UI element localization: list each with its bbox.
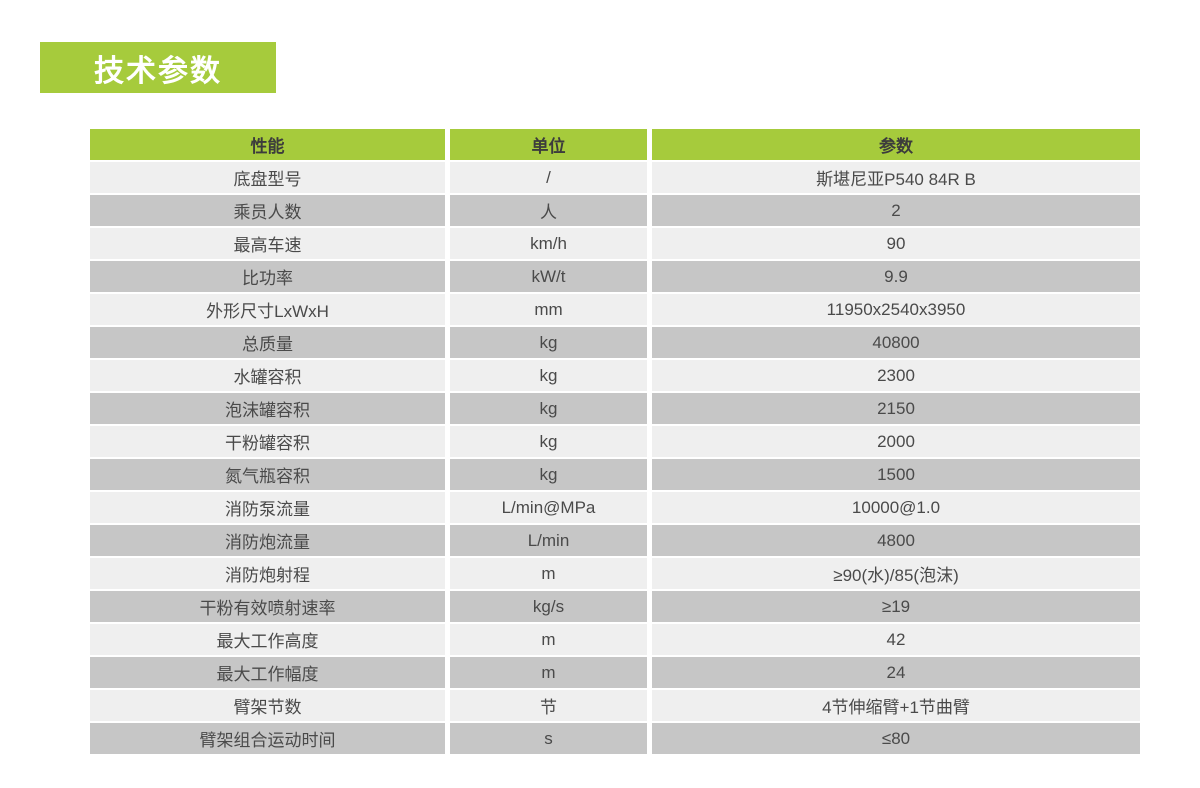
unit-cell: mm (450, 294, 647, 325)
value-cell: 42 (652, 624, 1140, 655)
property-cell: 最高车速 (90, 228, 445, 259)
property-cell: 底盘型号 (90, 162, 445, 193)
table-row: 臂架节数节 4节伸缩臂+1节曲臂 (90, 690, 1140, 721)
property-cell: 比功率 (90, 261, 445, 292)
table-row: 消防炮流量 L/min 4800 (90, 525, 1140, 556)
property-cell: 水罐容积 (90, 360, 445, 391)
table-row: 臂架组合运动时间 s ≤80 (90, 723, 1140, 754)
property-cell: 最大工作高度 (90, 624, 445, 655)
value-cell: ≥90(水)/85(泡沫) (652, 558, 1140, 589)
table-row: 消防炮射程 m ≥90(水)/85(泡沫) (90, 558, 1140, 589)
table-row: 乘员人数人 2 (90, 195, 1140, 226)
table-row: 水罐容积 kg 2300 (90, 360, 1140, 391)
unit-cell: / (450, 162, 647, 193)
value-cell: 斯堪尼亚P540 84R B (652, 162, 1140, 193)
spec-table-head: 性能 单位 参数 (90, 129, 1140, 160)
table-row: 总质量 kg 40800 (90, 327, 1140, 358)
value-cell: 24 (652, 657, 1140, 688)
table-row: 比功率 kW/t 9.9 (90, 261, 1140, 292)
property-cell: 总质量 (90, 327, 445, 358)
unit-cell: s (450, 723, 647, 754)
unit-cell: kg (450, 393, 647, 424)
column-header-unit: 单位 (450, 129, 647, 160)
table-row: 外形尺寸LxWxH mm 11950x2540x3950 (90, 294, 1140, 325)
property-cell: 乘员人数 (90, 195, 445, 226)
value-cell: 11950x2540x3950 (652, 294, 1140, 325)
value-cell: ≤80 (652, 723, 1140, 754)
value-cell: 4800 (652, 525, 1140, 556)
unit-cell: m (450, 624, 647, 655)
table-row: 泡沫罐容积 kg 2150 (90, 393, 1140, 424)
property-cell: 消防泵流量 (90, 492, 445, 523)
table-row: 消防泵流量 L/min@MPa 10000@1.0 (90, 492, 1140, 523)
value-cell: 9.9 (652, 261, 1140, 292)
value-cell: 40800 (652, 327, 1140, 358)
unit-cell: 人 (450, 195, 647, 226)
unit-cell: kg (450, 360, 647, 391)
value-cell: ≥19 (652, 591, 1140, 622)
value-cell: 2300 (652, 360, 1140, 391)
section-title: 技术参数 (94, 54, 222, 88)
value-cell: 2 (652, 195, 1140, 226)
spec-table: 性能 单位 参数 底盘型号 / 斯堪尼亚P540 84R B 乘员人数人 2 最高车速 km… (85, 127, 1145, 756)
table-row: 最高车速 km/h 90 (90, 228, 1140, 259)
unit-cell: m (450, 558, 647, 589)
property-cell: 干粉罐容积 (90, 426, 445, 457)
property-cell: 干粉有效喷射速率 (90, 591, 445, 622)
unit-cell: kg/s (450, 591, 647, 622)
spec-table-container: 性能 单位 参数 底盘型号 / 斯堪尼亚P540 84R B 乘员人数人 2 最高车速 km… (85, 127, 1145, 756)
value-cell: 4节伸缩臂+1节曲臂 (652, 690, 1140, 721)
unit-cell: m (450, 657, 647, 688)
property-cell: 消防炮流量 (90, 525, 445, 556)
property-cell: 臂架组合运动时间 (90, 723, 445, 754)
property-cell: 氮气瓶容积 (90, 459, 445, 490)
value-cell: 10000@1.0 (652, 492, 1140, 523)
property-cell: 最大工作幅度 (90, 657, 445, 688)
table-row: 底盘型号 / 斯堪尼亚P540 84R B (90, 162, 1140, 193)
unit-cell: kg (450, 327, 647, 358)
section-title-badge: 技术参数 (40, 42, 276, 93)
property-cell: 臂架节数 (90, 690, 445, 721)
value-cell: 90 (652, 228, 1140, 259)
table-row: 最大工作高度 m 42 (90, 624, 1140, 655)
value-cell: 2150 (652, 393, 1140, 424)
column-header-parameter: 参数 (652, 129, 1140, 160)
unit-cell: kg (450, 426, 647, 457)
unit-cell: kg (450, 459, 647, 490)
property-cell: 消防炮射程 (90, 558, 445, 589)
table-row: 最大工作幅度 m 24 (90, 657, 1140, 688)
unit-cell: L/min@MPa (450, 492, 647, 523)
value-cell: 2000 (652, 426, 1140, 457)
property-cell: 外形尺寸LxWxH (90, 294, 445, 325)
column-header-performance: 性能 (90, 129, 445, 160)
unit-cell: km/h (450, 228, 647, 259)
unit-cell: L/min (450, 525, 647, 556)
table-row: 氮气瓶容积 kg 1500 (90, 459, 1140, 490)
spec-table-body: 底盘型号 / 斯堪尼亚P540 84R B 乘员人数人 2 最高车速 km/h 90 比功率 kW… (90, 162, 1140, 754)
unit-cell: kW/t (450, 261, 647, 292)
value-cell: 1500 (652, 459, 1140, 490)
table-row: 干粉罐容积 kg 2000 (90, 426, 1140, 457)
unit-cell: 节 (450, 690, 647, 721)
table-row: 干粉有效喷射速率 kg/s ≥19 (90, 591, 1140, 622)
property-cell: 泡沫罐容积 (90, 393, 445, 424)
table-header-row: 性能 单位 参数 (90, 129, 1140, 160)
